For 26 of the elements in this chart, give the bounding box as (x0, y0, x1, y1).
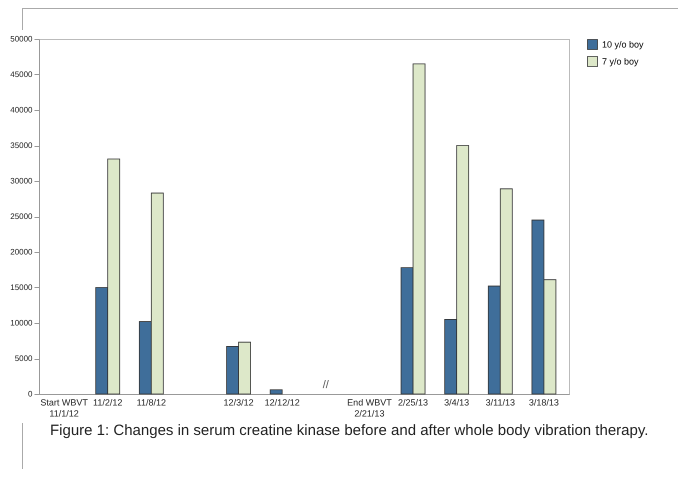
legend-label: 7 y/o boy (602, 56, 640, 66)
legend-label: 10 y/o boy (602, 40, 644, 50)
x-tick-label: 11/8/12 (136, 398, 166, 408)
x-tick-label: 2/25/13 (398, 398, 428, 408)
y-tick-label: 15000 (10, 283, 34, 292)
x-tick-label: 3/18/13 (528, 398, 559, 408)
y-tick-label: 40000 (10, 106, 34, 114)
y-tick-label: 30000 (10, 176, 34, 186)
x-tick-label: 3/4/13 (444, 398, 470, 408)
x-tick-label: Start WBVT 11/1/12 (40, 398, 88, 418)
y-tick-label: 50000 (10, 34, 34, 44)
y-tick-label: 0 (28, 390, 34, 398)
bar (270, 389, 283, 394)
y-tick-label: 35000 (10, 141, 34, 150)
x-tick-label: 12/3/12 (224, 398, 254, 408)
x-tick-label: End WBVT 2/21/13 (347, 398, 392, 418)
y-tick-label: 25000 (10, 212, 34, 221)
text: Figure 1: Changes in serum creatine kinase before and after whole body vibration therapy. (50, 421, 650, 441)
annotation: // (322, 379, 330, 391)
x-tick-label: 3/11/13 (486, 398, 515, 408)
x-tick-label: 12/12/12 (264, 398, 300, 408)
y-tick-label: 20000 (10, 248, 34, 256)
y-tick-label: 45000 (10, 70, 34, 79)
y-tick-label: 5000 (14, 354, 34, 363)
x-tick-label: 11/2/12 (93, 398, 122, 408)
y-tick-label: 10000 (10, 318, 34, 328)
